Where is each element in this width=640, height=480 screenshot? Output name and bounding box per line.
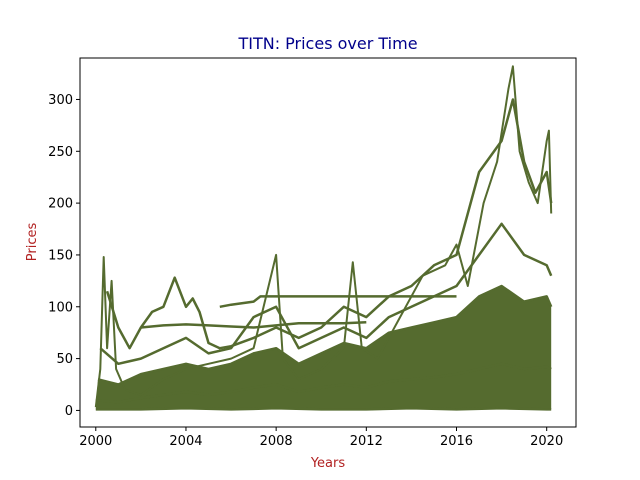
y-tick-label: 100 xyxy=(48,300,73,315)
x-axis-ticks: 2000 2004 2008 2012 2016 2020 xyxy=(79,427,563,449)
series-line-6 xyxy=(95,362,552,404)
y-tick-label: 0 xyxy=(65,404,73,419)
x-tick-label: 2008 xyxy=(260,434,293,449)
series-group xyxy=(94,65,553,411)
x-tick-label: 2020 xyxy=(530,434,563,449)
series-line-5 xyxy=(140,321,367,329)
y-tick-label: 250 xyxy=(48,145,73,160)
data-band-core xyxy=(95,286,552,410)
series-line-2 xyxy=(99,222,553,366)
y-tick-label: 150 xyxy=(48,248,73,263)
series-line-4 xyxy=(219,295,457,309)
y-tick-label: 50 xyxy=(56,352,73,367)
y-axis-ticks: 0 50 100 150 200 250 300 xyxy=(48,93,80,419)
plot-frame xyxy=(79,57,577,428)
y-tick-label: 300 xyxy=(48,93,73,108)
data-band-group xyxy=(95,286,552,410)
series-line-1 xyxy=(105,98,553,350)
x-tick-label: 2004 xyxy=(169,434,202,449)
x-axis-label: Years xyxy=(310,456,346,471)
series-line-0 xyxy=(94,65,553,408)
x-tick-label: 2000 xyxy=(79,434,112,449)
series-line-3 xyxy=(97,284,553,386)
x-tick-label: 2016 xyxy=(440,434,473,449)
x-tick-label: 2012 xyxy=(350,434,383,449)
series-line-7 xyxy=(95,407,552,411)
y-tick-label: 200 xyxy=(48,197,73,212)
chart-title: TITN: Prices over Time xyxy=(237,34,417,53)
y-axis-label: Prices xyxy=(25,223,40,262)
